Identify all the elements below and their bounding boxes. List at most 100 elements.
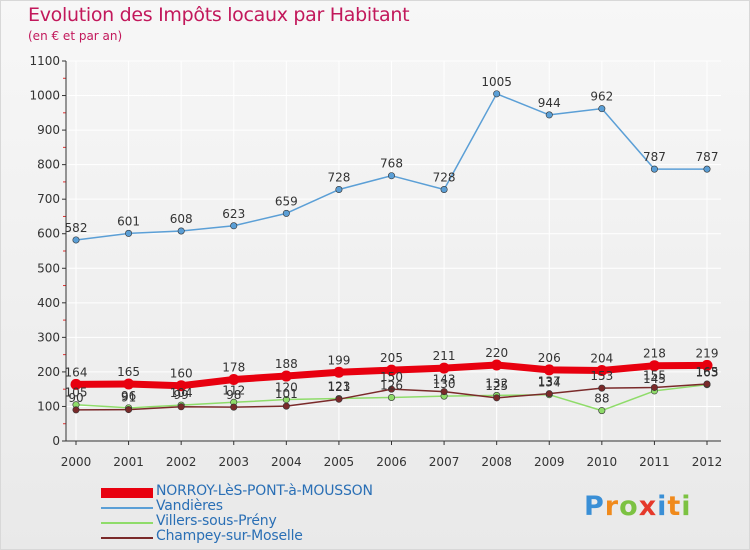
legend-item: Champey-sur-Moselle [101,528,431,545]
data-label: 165 [696,365,719,379]
data-label: 96 [121,389,136,403]
data-label: 137 [538,375,561,389]
data-point [386,364,397,376]
data-label: 153 [590,369,613,383]
data-label: 132 [485,376,508,390]
x-tick-label: 2006 [376,455,407,469]
legend-swatch [101,537,153,539]
logo-letter: r [604,491,620,522]
chart-subtitle: (en € et par an) [28,29,123,43]
data-point [123,378,135,390]
y-tick-label: 400 [37,296,60,310]
y-tick-label: 100 [37,399,60,413]
data-point [387,385,395,393]
data-point [493,90,501,98]
data-point [282,209,290,217]
data-label: 91 [121,391,136,405]
data-point [335,395,343,403]
y-tick-label: 0 [52,434,60,448]
x-tick-label: 2008 [481,455,512,469]
data-label: 112 [222,383,245,397]
logo-letter: x [638,491,658,522]
x-tick-label: 2001 [113,455,144,469]
legend-item: Vandières [101,498,431,515]
data-point [703,380,711,388]
data-point [650,165,658,173]
data-point [493,394,501,402]
data-label: 165 [117,365,140,379]
data-point [440,388,448,396]
y-tick-label: 800 [37,158,60,172]
chart-title: Evolution des Impôts locaux par Habitant [28,4,410,26]
data-point [648,360,660,372]
x-tick-label: 2007 [429,455,460,469]
data-label: 143 [433,373,456,387]
data-point [230,222,238,230]
data-label: 123 [327,380,350,394]
legend-label: Vandières [156,498,223,514]
data-point [703,165,711,173]
y-tick-label: 300 [37,330,60,344]
data-point [282,402,290,410]
x-tick-label: 2010 [587,455,618,469]
data-point [543,364,555,376]
data-point [177,403,185,411]
data-label: 787 [696,150,719,164]
legend-label: NORROY-LèS-PONT-à-MOUSSON [156,483,373,499]
data-point [598,407,606,415]
logo-letter: o [619,491,639,522]
data-label: 150 [380,370,403,384]
legend-item: Villers-sous-Prény [101,513,431,530]
y-tick-label: 1000 [29,89,60,103]
data-label: 134 [538,376,561,390]
data-label: 623 [222,207,245,221]
data-label: 145 [643,372,666,386]
data-point [280,370,292,382]
legend: NORROY-LèS-PONT-à-MOUSSON Vandières Viller… [101,483,431,545]
data-label: 121 [327,380,350,394]
x-tick-label: 2000 [61,455,92,469]
data-label: 105 [65,386,88,400]
data-point [598,384,606,392]
data-label: 199 [327,353,350,367]
legend-label: Champey-sur-Moselle [156,528,303,544]
data-label: 608 [170,212,193,226]
data-point [438,362,450,374]
data-label: 728 [327,171,350,185]
data-point [177,227,185,235]
y-tick-label: 1100 [29,54,60,68]
legend-swatch [101,522,153,524]
data-label: 178 [222,361,245,375]
data-label: 659 [275,194,298,208]
y-tick-label: 900 [37,123,60,137]
data-label: 88 [594,392,609,406]
data-label: 787 [643,150,666,164]
data-label: 126 [380,378,403,392]
data-label: 204 [590,352,613,366]
data-label: 944 [538,96,561,110]
x-tick-label: 2002 [166,455,197,469]
data-point [175,380,187,392]
data-point [228,374,240,386]
legend-swatch [101,507,153,509]
data-label: 99 [174,388,189,402]
data-label: 125 [485,379,508,393]
legend-item: NORROY-LèS-PONT-à-MOUSSON [101,483,431,500]
x-tick-label: 2009 [534,455,565,469]
y-tick-label: 600 [37,227,60,241]
data-label: 130 [433,377,456,391]
logo-letter: i [657,491,668,522]
x-tick-label: 2005 [324,455,355,469]
data-label: 155 [643,368,666,382]
logo-letter: t [667,491,682,522]
data-point [70,378,82,390]
data-point [545,111,553,119]
y-tick-label: 500 [37,261,60,275]
data-label: 90 [68,391,83,405]
data-label: 120 [275,381,298,395]
data-label: 601 [117,214,140,228]
logo-letter: i [681,491,692,522]
data-label: 98 [226,388,241,402]
data-label: 219 [696,346,719,360]
data-label: 220 [485,346,508,360]
